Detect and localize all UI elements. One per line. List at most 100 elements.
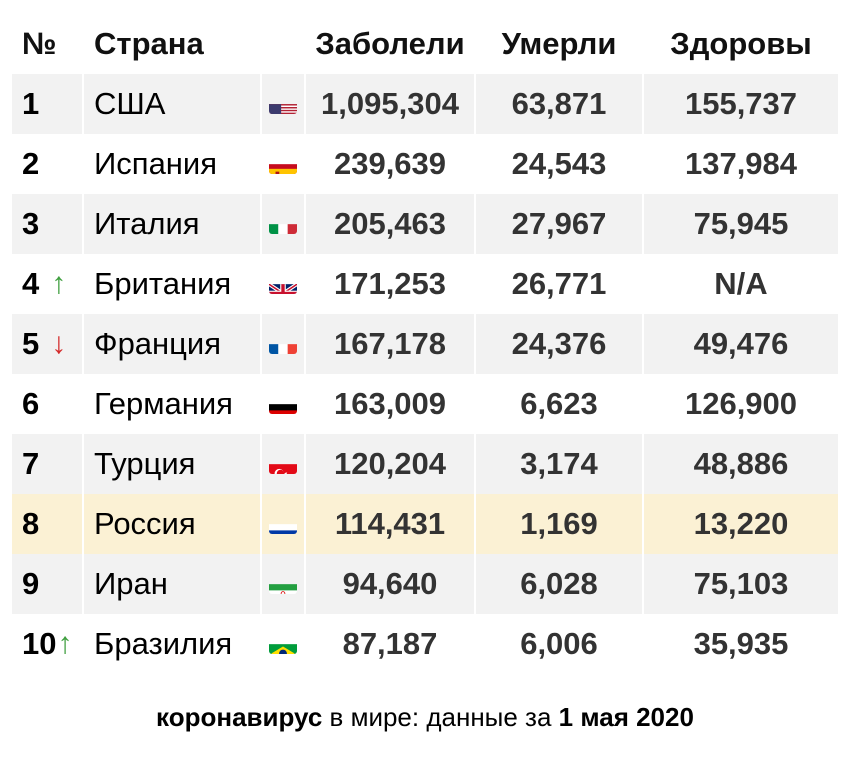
table-row: 3 Италия 205,463 27,967 75,945 bbox=[12, 194, 838, 254]
rank-cell: 8 bbox=[12, 494, 84, 554]
rank-cell: 7 bbox=[12, 434, 84, 494]
deaths-value: 24,543 bbox=[476, 134, 644, 194]
cases-value: 171,253 bbox=[306, 254, 476, 314]
cases-value: 94,640 bbox=[306, 554, 476, 614]
caption-keyword: коронавирус bbox=[156, 702, 323, 732]
recovered-value: 35,935 bbox=[644, 614, 838, 674]
country-name: Франция bbox=[84, 314, 262, 374]
rank-cell: 4 ↑ bbox=[12, 254, 84, 314]
rank-number: 3 bbox=[22, 206, 40, 241]
table-row: 4 ↑ Британия 171,253 26,771 N/A bbox=[12, 254, 838, 314]
country-name: США bbox=[84, 74, 262, 134]
cases-value: 239,639 bbox=[306, 134, 476, 194]
rank-number: 2 bbox=[22, 146, 40, 181]
country-name: Италия bbox=[84, 194, 262, 254]
rank-cell: 2 bbox=[12, 134, 84, 194]
ru-flag-icon bbox=[269, 515, 297, 534]
covid-table: № Страна Заболели Умерли Здоровы 1 США 1,0… bbox=[12, 14, 838, 674]
country-name: Британия bbox=[84, 254, 262, 314]
cases-value: 163,009 bbox=[306, 374, 476, 434]
flag-cell bbox=[262, 194, 306, 254]
caption: коронавирус в мире: данные за 1 мая 2020 bbox=[0, 702, 850, 733]
br-flag-icon bbox=[269, 635, 297, 654]
flag-cell bbox=[262, 314, 306, 374]
header-cases: Заболели bbox=[306, 14, 476, 74]
header-deaths: Умерли bbox=[476, 14, 644, 74]
table-row: 1 США 1,095,304 63,871 155,737 bbox=[12, 74, 838, 134]
rank-number: 10 bbox=[22, 626, 57, 661]
country-name: Бразилия bbox=[84, 614, 262, 674]
deaths-value: 6,006 bbox=[476, 614, 644, 674]
rank-number: 5 bbox=[22, 326, 40, 361]
table-header-row: № Страна Заболели Умерли Здоровы bbox=[12, 14, 838, 74]
header-rank: № bbox=[12, 14, 84, 74]
table-row: 8 Россия 114,431 1,169 13,220 bbox=[12, 494, 838, 554]
table-row: 2 Испания 239,639 24,543 137,984 bbox=[12, 134, 838, 194]
es-flag-icon bbox=[269, 155, 297, 174]
country-name: Германия bbox=[84, 374, 262, 434]
recovered-value: 49,476 bbox=[644, 314, 838, 374]
deaths-value: 1,169 bbox=[476, 494, 644, 554]
caption-date: 1 мая 2020 bbox=[558, 702, 694, 732]
deaths-value: 6,623 bbox=[476, 374, 644, 434]
rank-cell: 6 bbox=[12, 374, 84, 434]
de-flag-icon bbox=[269, 395, 297, 414]
country-name: Россия bbox=[84, 494, 262, 554]
deaths-value: 3,174 bbox=[476, 434, 644, 494]
recovered-value: 48,886 bbox=[644, 434, 838, 494]
rank-cell: 10 ↑ bbox=[12, 614, 84, 674]
recovered-value: 75,103 bbox=[644, 554, 838, 614]
deaths-value: 24,376 bbox=[476, 314, 644, 374]
country-name: Турция bbox=[84, 434, 262, 494]
recovered-value: 13,220 bbox=[644, 494, 838, 554]
country-name: Испания bbox=[84, 134, 262, 194]
deaths-value: 26,771 bbox=[476, 254, 644, 314]
arrow-up-icon: ↑ bbox=[57, 627, 73, 660]
table-row: 5 ↓ Франция 167,178 24,376 49,476 bbox=[12, 314, 838, 374]
deaths-value: 27,967 bbox=[476, 194, 644, 254]
rank-number: 9 bbox=[22, 566, 40, 601]
it-flag-icon bbox=[269, 215, 297, 234]
recovered-value: 75,945 bbox=[644, 194, 838, 254]
country-name: Иран bbox=[84, 554, 262, 614]
rank-number: 7 bbox=[22, 446, 40, 481]
table-body: 1 США 1,095,304 63,871 155,737 2 Испания 239,63… bbox=[12, 74, 838, 674]
cases-value: 87,187 bbox=[306, 614, 476, 674]
rank-cell: 5 ↓ bbox=[12, 314, 84, 374]
recovered-value: 155,737 bbox=[644, 74, 838, 134]
ir-flag-icon bbox=[269, 575, 297, 594]
rank-number: 8 bbox=[22, 506, 40, 541]
rank-cell: 9 bbox=[12, 554, 84, 614]
rank-cell: 3 bbox=[12, 194, 84, 254]
flag-cell bbox=[262, 614, 306, 674]
rank-number: 6 bbox=[22, 386, 40, 421]
fr-flag-icon bbox=[269, 335, 297, 354]
flag-cell bbox=[262, 134, 306, 194]
arrow-down-icon: ↓ bbox=[51, 327, 67, 360]
recovered-value: N/A bbox=[644, 254, 838, 314]
cases-value: 205,463 bbox=[306, 194, 476, 254]
flag-cell bbox=[262, 494, 306, 554]
rank-cell: 1 bbox=[12, 74, 84, 134]
flag-cell bbox=[262, 374, 306, 434]
table-row: 9 Иран 94,640 6,028 75,103 bbox=[12, 554, 838, 614]
flag-cell bbox=[262, 554, 306, 614]
us-flag-icon bbox=[269, 95, 297, 114]
caption-middle: в мире: данные за bbox=[322, 702, 559, 732]
deaths-value: 6,028 bbox=[476, 554, 644, 614]
cases-value: 167,178 bbox=[306, 314, 476, 374]
header-country: Страна bbox=[84, 14, 306, 74]
flag-cell bbox=[262, 74, 306, 134]
tr-flag-icon bbox=[269, 455, 297, 474]
table-row: 6 Германия 163,009 6,623 126,900 bbox=[12, 374, 838, 434]
cases-value: 114,431 bbox=[306, 494, 476, 554]
flag-cell bbox=[262, 254, 306, 314]
rank-number: 1 bbox=[22, 86, 40, 121]
cases-value: 1,095,304 bbox=[306, 74, 476, 134]
recovered-value: 137,984 bbox=[644, 134, 838, 194]
cases-value: 120,204 bbox=[306, 434, 476, 494]
flag-cell bbox=[262, 434, 306, 494]
recovered-value: 126,900 bbox=[644, 374, 838, 434]
arrow-up-icon: ↑ bbox=[51, 267, 67, 300]
rank-number: 4 bbox=[22, 266, 40, 301]
